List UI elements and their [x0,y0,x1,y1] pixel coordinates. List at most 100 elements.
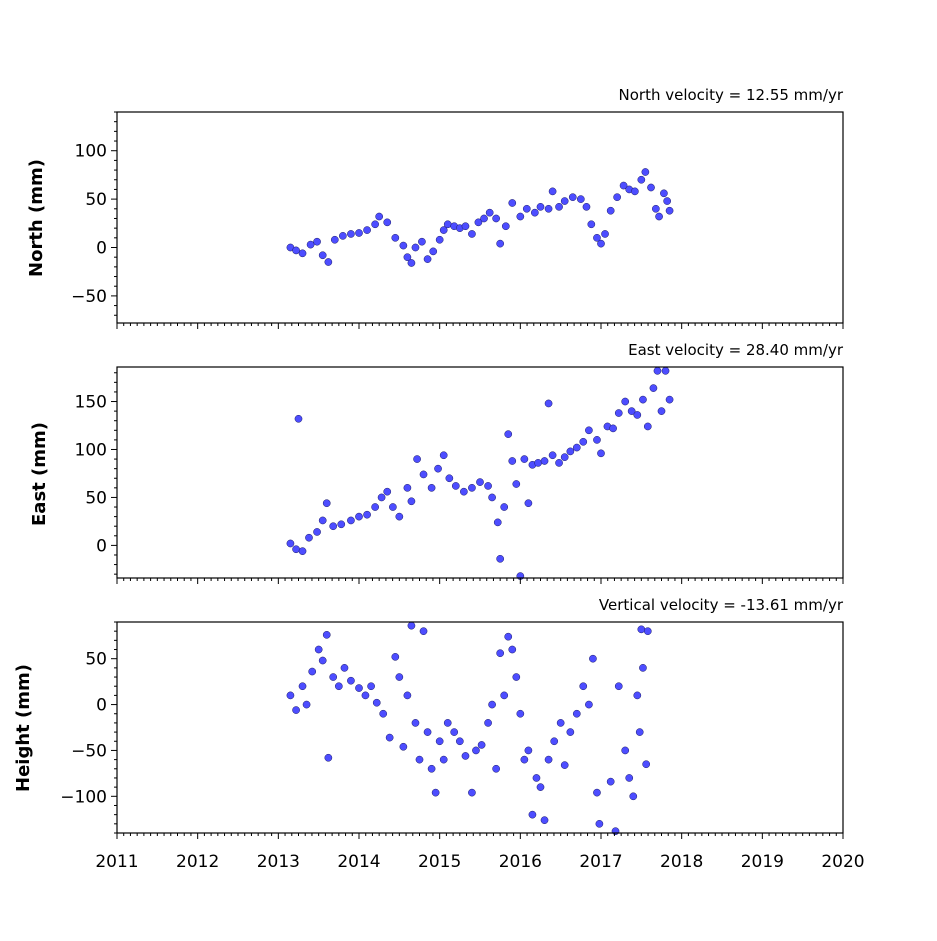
north-data-point [555,203,563,211]
east-y-tick-label: 100 [75,440,107,460]
east-data-point [555,459,563,467]
east-data-point [657,407,666,415]
north-data-point [411,243,420,252]
east-data-point [395,512,404,521]
height-data-point [314,645,323,654]
east-data-point [407,497,416,506]
north-data-point [544,204,553,213]
north-data-point [330,235,339,244]
east-data-point [286,539,295,548]
east-data-point [419,470,428,479]
east-data-point [579,437,588,446]
east-y-tick-label: 150 [75,393,107,413]
x-tick-label: 2018 [660,852,703,872]
height-data-point [516,709,525,718]
height-y-axis-label: Height (mm) [13,664,34,792]
height-data-point [292,706,300,714]
east-data-point [377,493,386,502]
north-points [286,168,674,267]
height-data-point [340,664,349,672]
height-data-point [492,764,500,773]
north-data-point [339,232,347,240]
east-x-ticks [116,578,844,584]
east-points [286,366,674,580]
north-plot-frame [116,111,844,324]
height-data-point [566,728,575,736]
north-data-point [593,233,601,242]
height-velocity-label: Vertical velocity = -13.61 mm/yr [599,596,844,614]
x-tick-label: 2014 [337,852,380,872]
east-data-point [329,522,338,531]
north-data-point [363,226,371,234]
height-data-point [318,656,327,665]
height-data-point [411,719,420,727]
height-data-point [399,742,408,751]
east-plot-frame [116,366,844,579]
north-y-tick-label: 0 [96,239,107,259]
north-data-point [647,183,655,192]
east-data-point [627,407,636,415]
east-data-point [534,459,542,467]
north-data-point [601,230,609,238]
height-data-point [423,728,432,736]
north-panel: 100 50 0 −50 North (mm) North velocity = 12… [26,86,844,329]
east-data-point [476,478,484,486]
east-y-axis-label: East (mm) [29,422,50,526]
height-data-point [302,700,311,709]
north-data-point [606,206,615,215]
height-data-point [403,691,412,700]
height-data-point [361,691,370,700]
east-data-point [413,455,421,463]
east-data-point [389,503,397,511]
north-data-point [582,203,591,211]
height-data-point [385,733,394,742]
north-data-point [501,222,510,231]
east-data-point [643,422,652,431]
height-data-point [443,719,452,727]
east-data-point [566,447,575,456]
height-data-point [468,788,476,797]
height-data-point [585,700,593,709]
height-data-point [629,792,638,801]
east-data-point [524,499,533,508]
north-data-point [655,212,663,221]
height-data-point [611,827,620,836]
north-data-point [474,218,483,227]
north-data-point [568,193,577,202]
height-data-point [477,741,486,749]
height-data-point [508,645,517,654]
east-data-point [383,487,392,496]
x-tick-label: 2011 [95,852,138,872]
height-data-point [520,755,529,764]
north-minor-ticks [114,111,837,326]
height-data-point [639,664,647,672]
north-data-point [560,197,569,205]
north-data-point [429,247,438,256]
east-data-point [508,457,517,465]
north-data-point [496,239,505,248]
north-x-ticks [116,323,844,329]
north-data-point [383,218,392,227]
north-data-point [597,239,605,248]
north-data-point [407,259,416,267]
north-y-axis-label: North (mm) [26,159,47,277]
height-y-tick-label: 50 [85,650,107,670]
height-data-point [439,755,448,764]
height-data-point [572,709,581,718]
height-data-point [395,673,404,681]
height-data-point [625,774,634,782]
east-y-ticks: 150 100 50 0 [75,393,117,556]
height-data-point [642,760,651,769]
height-data-point [637,625,646,634]
height-data-point [556,719,565,727]
east-data-point [649,384,658,392]
height-points [286,621,652,836]
north-data-point [531,208,539,217]
height-data-point [461,752,470,760]
east-data-point [434,464,442,473]
height-data-point [347,676,355,685]
north-velocity-label: North velocity = 12.55 mm/yr [619,86,844,104]
north-data-point [665,206,674,215]
east-data-point [347,516,355,525]
